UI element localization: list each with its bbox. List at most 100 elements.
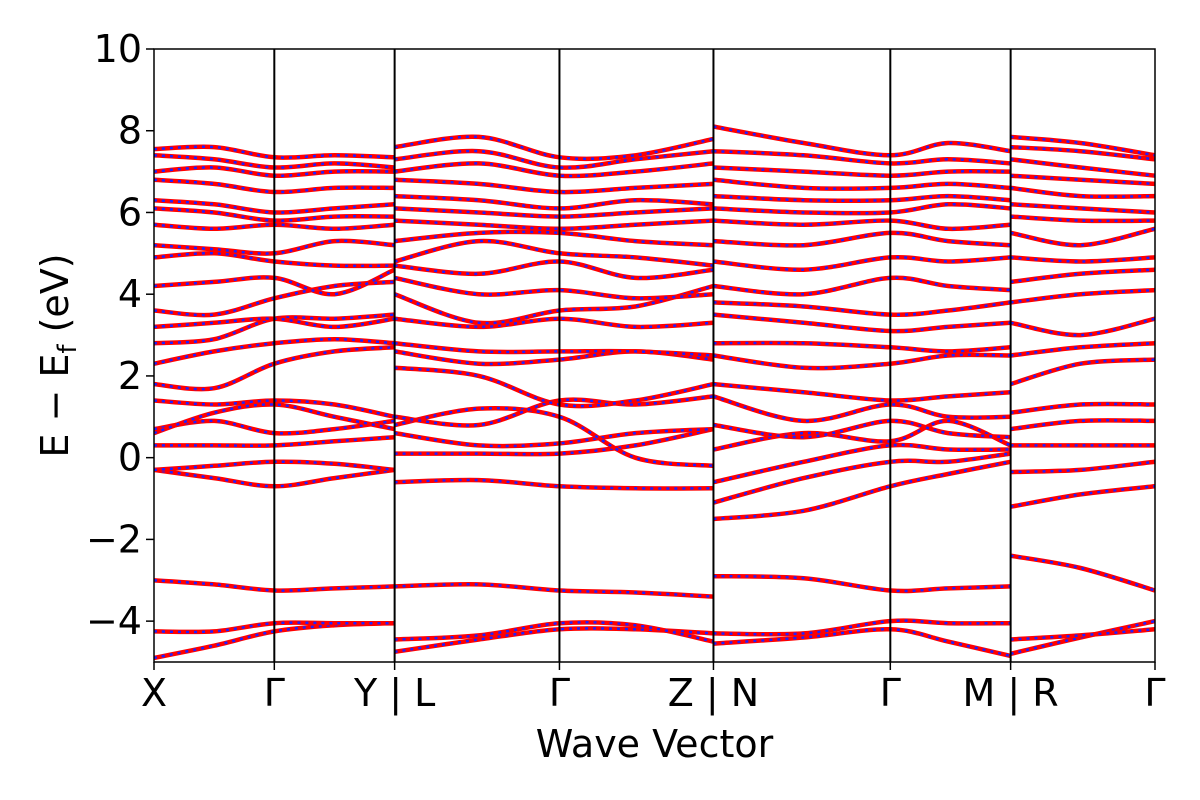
band-line-overlay-41	[394, 219, 714, 231]
x-tick-label: M | R	[963, 671, 1059, 716]
band-line-40	[394, 229, 714, 248]
band-line-overlay-68	[713, 178, 1011, 190]
band-line-overlay-80	[1010, 358, 1156, 386]
band-line-overlay-45	[394, 162, 714, 178]
band-line-76	[1010, 459, 1156, 475]
band-line-92	[1010, 144, 1156, 162]
band-line-overlay-58	[713, 353, 1011, 370]
band-line-59	[713, 340, 1011, 354]
band-line-overlay-0	[153, 621, 395, 660]
band-line-overlay-28	[394, 427, 714, 456]
y-axis-title-main: E − E	[33, 354, 77, 458]
band-line-overlay-69	[713, 166, 1011, 177]
band-line-79	[1010, 401, 1156, 415]
band-line-48	[713, 627, 1012, 659]
band-line-overlay-11	[153, 313, 395, 345]
band-line-74	[1010, 553, 1156, 593]
band-line-63	[713, 254, 1011, 272]
x-tick-label: Z | N	[668, 671, 759, 716]
band-line-60	[713, 312, 1011, 334]
band-line-overlay-9	[153, 346, 395, 391]
band-line-84	[1010, 267, 1156, 285]
band-line-overlay-93	[1010, 135, 1156, 157]
x-tick-label: Γ	[549, 671, 570, 715]
band-line-overlay-49	[713, 619, 1011, 636]
band-line-overlay-34	[394, 341, 714, 357]
band-line-80	[1009, 357, 1156, 387]
x-axis-title: Wave Vector	[536, 722, 774, 766]
band-line-overlay-91	[1010, 158, 1156, 177]
y-tick-label: 4	[118, 272, 142, 316]
band-line-53	[713, 442, 1011, 485]
band-line-66	[713, 201, 1011, 216]
band-line-55	[713, 418, 1011, 440]
band-line-overlay-82	[1010, 317, 1156, 337]
x-tick-label: Γ	[880, 671, 901, 715]
y-tick-label: −4	[86, 599, 142, 643]
plot-frame	[153, 48, 1156, 663]
band-line-86	[1010, 226, 1156, 248]
y-tick-label: −2	[86, 517, 142, 561]
band-line-52	[712, 451, 1011, 505]
band-line-overlay-67	[713, 194, 1011, 202]
x-tick-label: Γ	[1144, 671, 1165, 715]
band-line-overlay-37	[394, 276, 714, 300]
band-line-overlay-70	[713, 149, 1011, 165]
band-line-68	[713, 177, 1011, 191]
band-line-overlay-29	[394, 427, 714, 448]
band-line-overlay-60	[713, 313, 1011, 333]
y-tick-label: 8	[118, 109, 142, 153]
band-line-overlay-86	[1010, 227, 1156, 247]
band-line-51	[713, 459, 1012, 522]
band-line-88	[1010, 202, 1156, 215]
band-line-87	[1010, 214, 1156, 224]
band-line-overlay-64	[713, 231, 1011, 247]
band-line-overlay-75	[1010, 485, 1156, 508]
band-line-89	[1010, 185, 1156, 199]
band-line-overlay-56	[713, 395, 1011, 423]
band-line-overlay-74	[1010, 554, 1156, 592]
band-line-overlay-61	[713, 301, 1011, 316]
band-line-overlay-72	[1010, 619, 1156, 656]
band-line-81	[1010, 340, 1156, 358]
y-ticks: −4 −2 0 2 4 6 8 10	[86, 27, 154, 643]
band-line-overlay-25	[394, 621, 714, 643]
band-line-overlay-63	[713, 255, 1011, 271]
band-line-57	[713, 381, 1011, 403]
band-line-30	[394, 405, 714, 469]
band-line-overlay-42	[394, 207, 714, 218]
band-line-65	[713, 218, 1011, 232]
band-line-71	[713, 124, 1011, 158]
band-line-overlay-35	[394, 317, 714, 329]
band-line-overlay-36	[394, 284, 714, 325]
band-line-41	[394, 218, 714, 232]
band-line-overlay-46	[394, 149, 714, 169]
band-line-58	[713, 352, 1011, 371]
band-line-44	[394, 177, 714, 195]
y-tick-label: 10	[94, 27, 142, 71]
band-line-64	[713, 230, 1011, 248]
band-line-overlay-65	[713, 219, 1011, 231]
band-line-27	[394, 477, 714, 491]
band-line-overlay-57	[713, 382, 1011, 402]
band-line-85	[1010, 255, 1156, 264]
y-tick-label: 2	[118, 354, 142, 398]
y-axis-title-subscript: f	[53, 344, 83, 354]
y-axis-title: E − Ef (eV)	[33, 253, 83, 457]
band-line-90	[1010, 173, 1156, 187]
band-line-31	[394, 394, 714, 428]
y-axis-title-unit: (eV)	[33, 253, 77, 344]
x-tick-label: Y | L	[353, 671, 435, 716]
y-tick-label: 6	[118, 190, 142, 234]
band-line-83	[1010, 287, 1156, 305]
x-tick-label: X	[141, 671, 167, 715]
band-line-overlay-50	[713, 574, 1011, 593]
high-symmetry-lines	[273, 49, 1012, 662]
band-line-overlay-40	[394, 230, 714, 247]
x-tick-label: Γ	[264, 671, 285, 715]
band-line-50	[713, 573, 1011, 594]
bands-layer	[153, 124, 1156, 661]
band-line-overlay-59	[713, 341, 1011, 353]
band-line-26	[394, 582, 714, 599]
